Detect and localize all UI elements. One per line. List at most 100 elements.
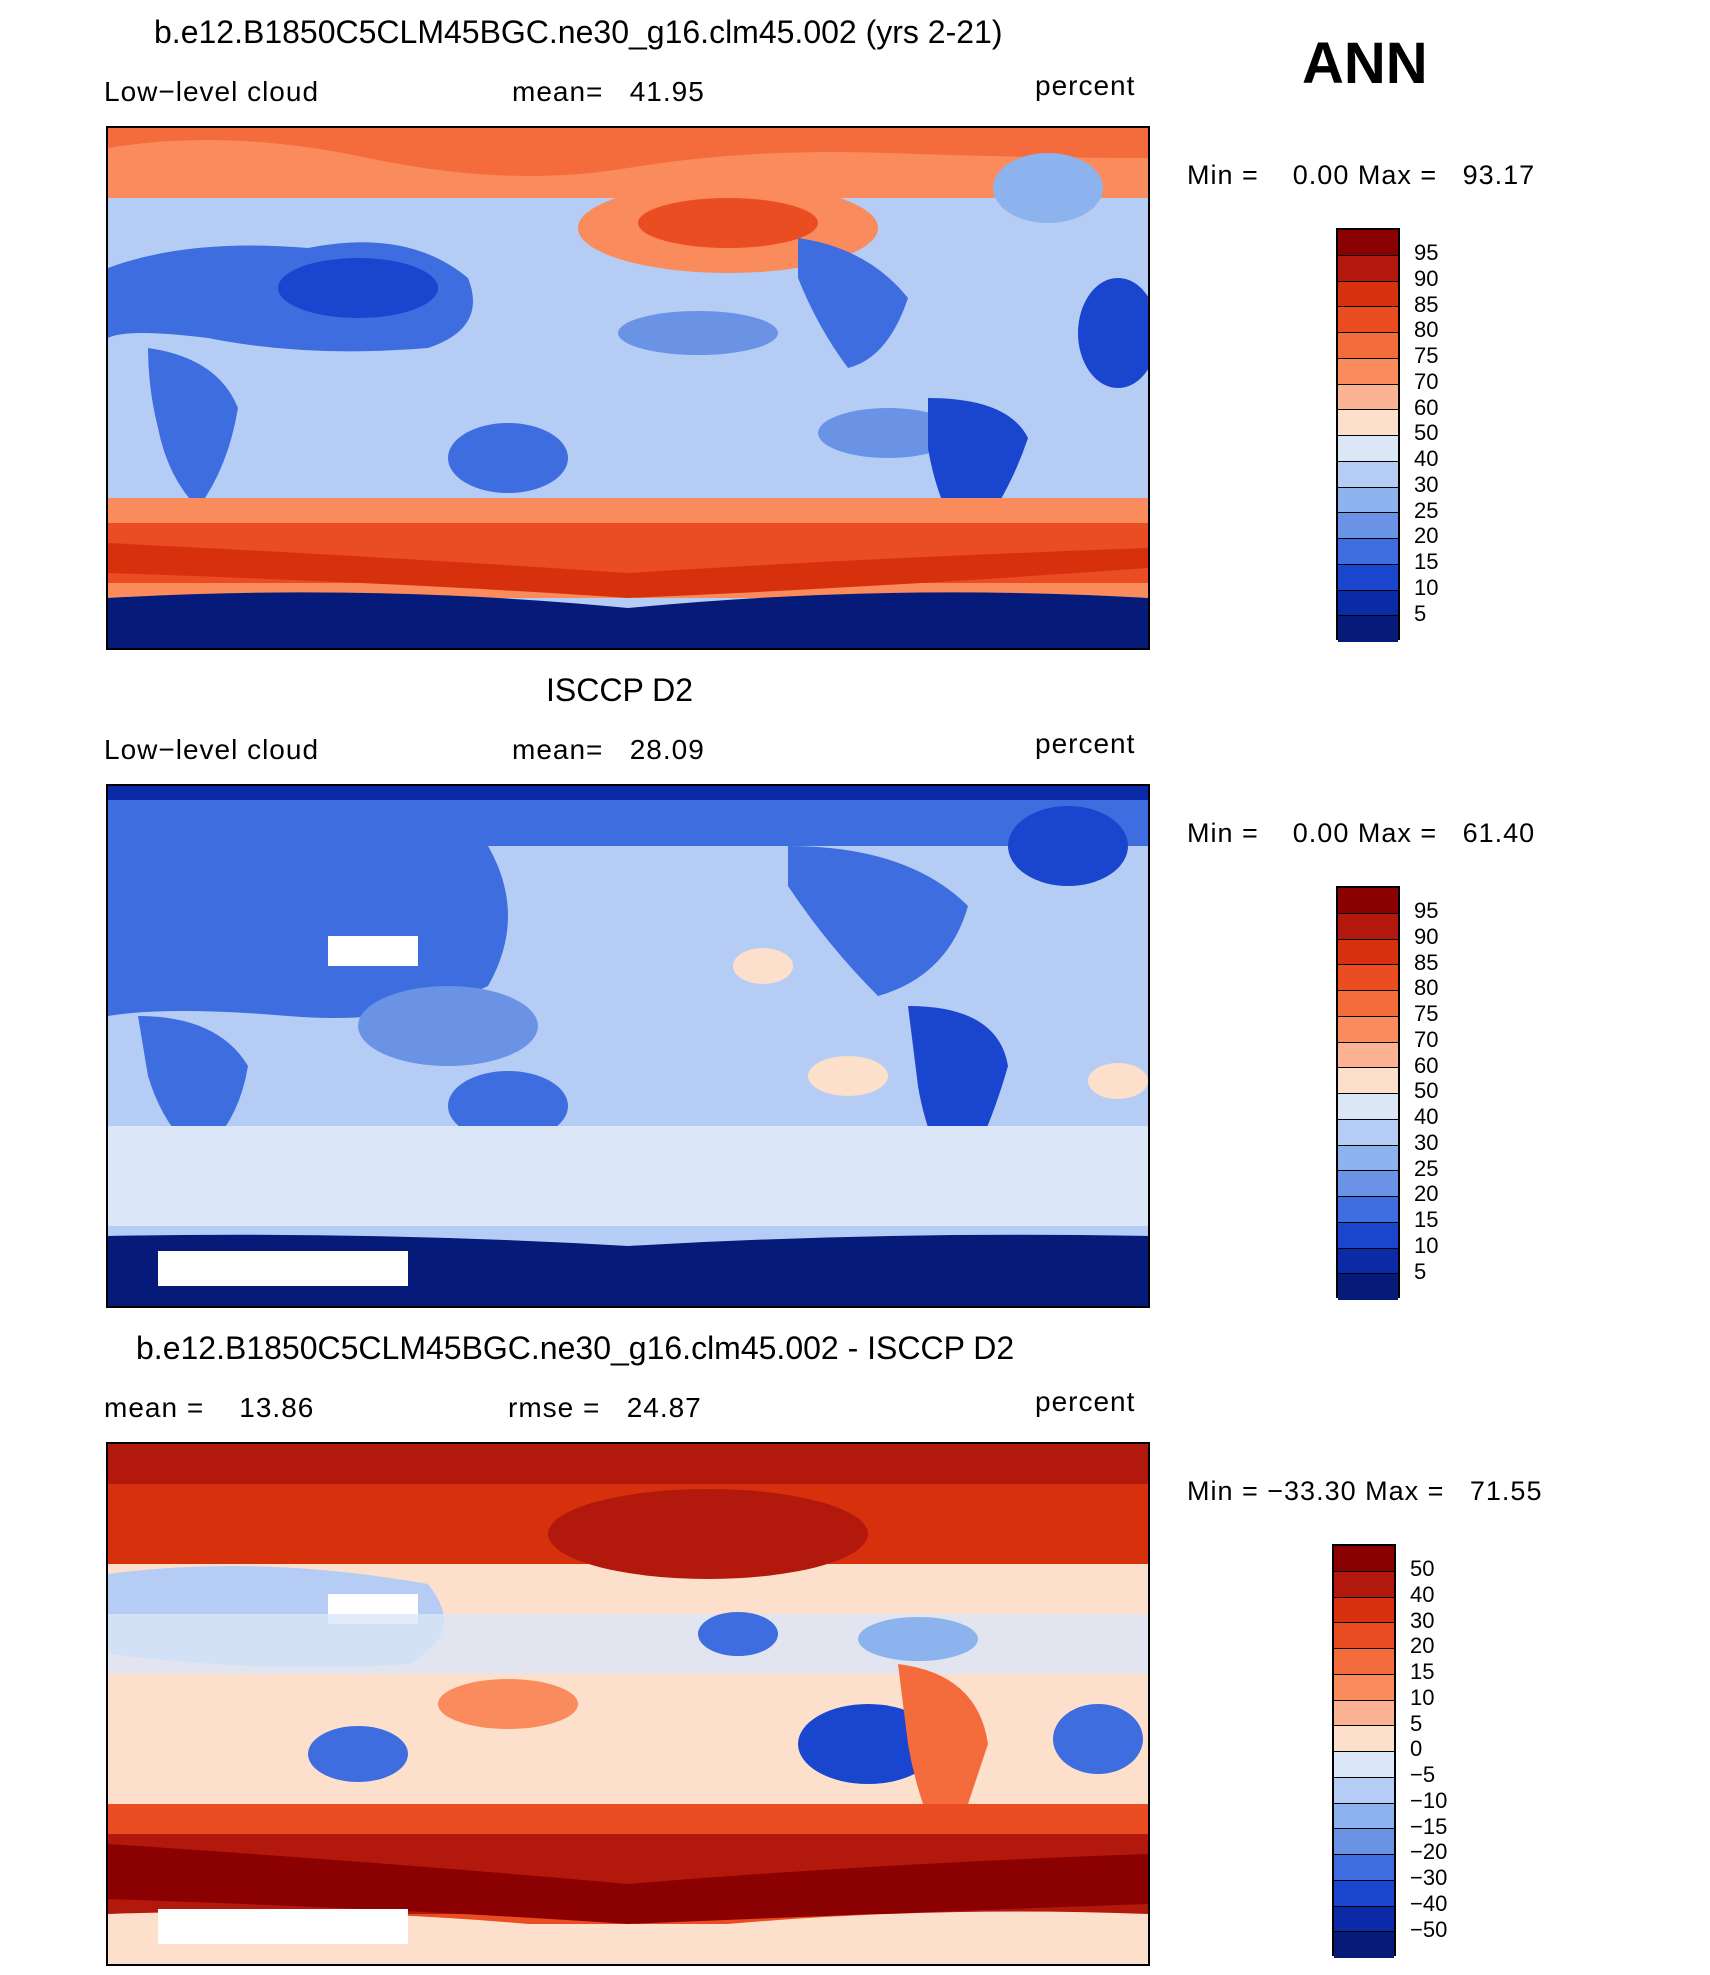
panel1-tropical-low-1	[618, 311, 778, 355]
panel1-units: percent	[1035, 70, 1136, 101]
panel1-tick-label: 85	[1414, 292, 1439, 317]
panel2-swatch	[1338, 913, 1398, 940]
panel3-swatch	[1334, 1932, 1394, 1958]
panel3-antarctica-missing	[158, 1909, 408, 1944]
panel2-swatch	[1338, 1145, 1398, 1172]
panel1-tick-label: 10	[1414, 575, 1439, 600]
panel3-swatch	[1334, 1649, 1394, 1675]
panel1-tick-label: 15	[1414, 549, 1439, 574]
panel1-swatch	[1338, 487, 1398, 514]
panel2-mean-label: mean= 28.09	[512, 734, 705, 765]
panel1-swatch	[1338, 616, 1398, 642]
panel3-tick-label: −15	[1410, 1814, 1448, 1839]
panel3-rmse-label: rmse = 24.87	[508, 1392, 702, 1423]
panel1-swatch	[1338, 564, 1398, 591]
panel2-map-svg	[108, 786, 1148, 1306]
panel3-se-pacific-low	[798, 1704, 938, 1784]
panel2-minmax: Min = 0.00 Max = 61.40	[1187, 818, 1536, 848]
panel2-antarctica-missing	[158, 1251, 408, 1286]
panel1-swatch	[1338, 513, 1398, 539]
panel2-eurasia	[108, 836, 508, 1018]
panel1-tick-label: 40	[1414, 446, 1439, 471]
panel2-tick-label: 5	[1414, 1259, 1427, 1284]
panel1-tick-label: 60	[1414, 395, 1439, 420]
panel3-tick-label: 0	[1410, 1736, 1423, 1761]
panel3-tick-label: 20	[1410, 1633, 1435, 1658]
panel3-swatch	[1334, 1597, 1394, 1624]
panel3-npacific-peak	[548, 1489, 868, 1579]
panel2-tick-label: 75	[1414, 1001, 1439, 1026]
panel3-tick-label: 30	[1410, 1608, 1435, 1633]
panel3-map-svg	[108, 1444, 1148, 1964]
panel3-tick-label: 5	[1410, 1711, 1423, 1736]
panel3-minmax: Min = −33.30 Max = 71.55	[1187, 1476, 1543, 1506]
panel2-greenland	[1008, 806, 1128, 886]
panel1-colorbar	[1336, 228, 1400, 642]
panel2-swatch	[1338, 1171, 1398, 1197]
panel1-arctic-peak	[108, 128, 1148, 176]
panel2-swatch	[1338, 1016, 1398, 1043]
panel1-tick-label: 5	[1414, 601, 1427, 626]
panel1-swatch	[1338, 410, 1398, 436]
panel2-tick-label: 60	[1414, 1053, 1439, 1078]
panel2-africa	[138, 1016, 248, 1156]
panel1-swatch	[1338, 307, 1398, 333]
panel1-mean-label: mean= 41.95	[512, 76, 705, 107]
panel2-swatch	[1338, 1094, 1398, 1120]
panel1-swatch	[1338, 255, 1398, 282]
panel2-swatch	[1338, 965, 1398, 991]
panel1-tick-label: 95	[1414, 240, 1439, 265]
panel2-se-atlantic-deck	[1088, 1063, 1148, 1099]
panel2-variable-label: Low−level cloud	[104, 734, 320, 765]
panel3-tropical-band	[108, 1614, 1148, 1674]
panel3-tick-label: −10	[1410, 1788, 1448, 1813]
panel1-antarctica	[108, 592, 1148, 648]
panel3-tick-label: 40	[1410, 1582, 1435, 1607]
panel2-title: ISCCP D2	[546, 672, 694, 708]
panel2-tick-label: 20	[1414, 1181, 1439, 1206]
panel2-swatch	[1338, 1042, 1398, 1069]
panel3-swatch	[1334, 1546, 1394, 1572]
panel1-tick-label: 20	[1414, 523, 1439, 548]
panel2-maritime	[358, 986, 538, 1066]
panel1-map	[106, 126, 1150, 650]
panel3-swatch	[1334, 1700, 1394, 1727]
panel3-title: b.e12.B1850C5CLM45BGC.ne30_g16.clm45.002…	[136, 1330, 1015, 1366]
panel2-swatch	[1338, 939, 1398, 966]
panel1-minmax: Min = 0.00 Max = 93.17	[1187, 160, 1536, 190]
panel1-central-asia	[278, 258, 438, 318]
panel3-map	[106, 1442, 1150, 1966]
panel2-se-pacific-deck	[808, 1056, 888, 1096]
panel3-tick-label: −30	[1410, 1865, 1448, 1890]
panel2-tick-label: 15	[1414, 1207, 1439, 1232]
panel2-australia	[448, 1071, 568, 1141]
panel3-swatch	[1334, 1752, 1394, 1778]
panel3-indian-low	[308, 1726, 408, 1782]
panel3-tick-label: 50	[1410, 1556, 1435, 1581]
panel3-south-america	[898, 1664, 988, 1864]
panel3-maritime	[438, 1679, 578, 1729]
panel3-swatch	[1334, 1829, 1394, 1855]
panel3-swatch	[1334, 1880, 1394, 1907]
panel3-tick-label: 10	[1410, 1685, 1435, 1710]
panel2-southern-band	[108, 1126, 1148, 1226]
panel1-tick-label: 70	[1414, 369, 1439, 394]
panel2-tick-label: 50	[1414, 1078, 1439, 1103]
panel2-ne-pacific-deck	[733, 948, 793, 984]
panel1-swatch	[1338, 230, 1398, 256]
panel2-tick-label: 80	[1414, 975, 1439, 1000]
panel1-tick-label: 25	[1414, 498, 1439, 523]
panel1-swatch	[1338, 590, 1398, 617]
panel3-se-atlantic-low	[1053, 1704, 1143, 1774]
panel1-swatch	[1338, 333, 1398, 359]
panel3-swatch	[1334, 1571, 1394, 1598]
panel3-swatch	[1334, 1777, 1394, 1804]
panel1-africa	[148, 348, 238, 508]
panel2-swatch	[1338, 1222, 1398, 1249]
panel3-mean-label: mean = 13.86	[104, 1392, 315, 1423]
panel2-swatch	[1338, 1119, 1398, 1146]
panel2-colorbar	[1336, 886, 1400, 1300]
panel3-swatch	[1334, 1803, 1394, 1830]
panel1-swatch	[1338, 384, 1398, 411]
panel1-variable-label: Low−level cloud	[104, 76, 320, 107]
